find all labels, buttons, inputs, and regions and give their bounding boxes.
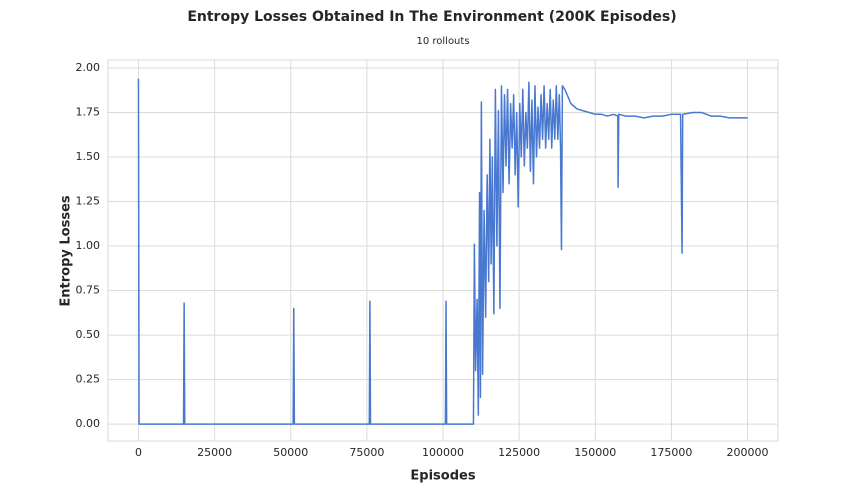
- y-axis-label: Entropy Losses: [59, 195, 74, 307]
- y-tick-label: 1.25: [76, 195, 101, 208]
- x-axis-label: Episodes: [410, 469, 475, 484]
- x-tick-label: 175000: [650, 446, 692, 459]
- chart-title: Entropy Losses Obtained In The Environme…: [187, 9, 676, 25]
- x-tick-label: 150000: [574, 446, 616, 459]
- x-tick-label: 125000: [498, 446, 540, 459]
- x-tick-label: 75000: [349, 446, 384, 459]
- y-tick-label: 0.00: [76, 417, 101, 430]
- x-tick-label: 0: [135, 446, 142, 459]
- y-tick-label: 0.25: [76, 373, 101, 386]
- data-line: [137, 78, 748, 425]
- x-tick-label: 25000: [197, 446, 232, 459]
- x-tick-label: 100000: [422, 446, 464, 459]
- y-tick-label: 2.00: [76, 61, 101, 74]
- y-tick-label: 0.50: [76, 328, 101, 341]
- x-tick-label: 50000: [273, 446, 308, 459]
- chart-subtitle: 10 rollouts: [416, 36, 469, 47]
- plot-frame: [107, 59, 779, 442]
- y-tick-label: 1.00: [76, 239, 101, 252]
- x-tick-label: 200000: [727, 446, 769, 459]
- y-tick-label: 0.75: [76, 284, 101, 297]
- y-tick-label: 1.75: [76, 106, 101, 119]
- y-tick-label: 1.50: [76, 150, 101, 163]
